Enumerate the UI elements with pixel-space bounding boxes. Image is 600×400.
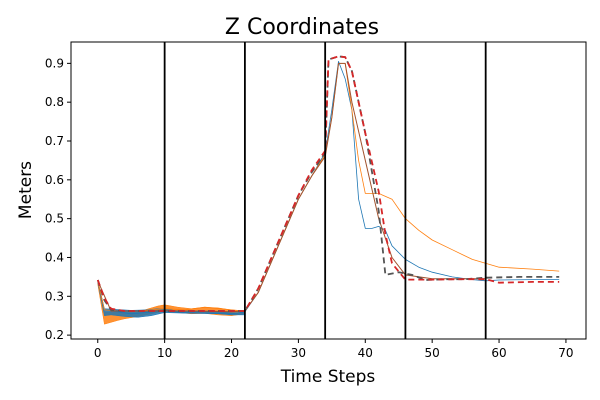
series-line-2 — [97, 62, 486, 313]
x-tick-label-5: 50 — [425, 346, 440, 360]
x-tick-label-7: 70 — [558, 346, 573, 360]
series-group — [96, 42, 560, 339]
axes: 0 10 20 30 40 50 60 70 0.2 0.3 0.4 0.5 0.6 0.7 0.8 0.9 — [45, 41, 587, 360]
x-tick-label-4: 40 — [358, 346, 373, 360]
y-tick-label-3: 0.5 — [45, 212, 64, 226]
chart-title: Z Coordinates — [225, 15, 379, 40]
y-tick-label-1: 0.3 — [45, 289, 64, 303]
band-0 — [97, 280, 246, 325]
y-tick-label-2: 0.4 — [45, 250, 64, 264]
y-tick-label-6: 0.8 — [45, 95, 64, 109]
x-tick-label-3: 30 — [291, 346, 306, 360]
y-tick-label-4: 0.6 — [45, 173, 64, 187]
series-line-0 — [97, 61, 560, 315]
y-axis-label: Meters — [16, 161, 36, 219]
y-tick-label-5: 0.7 — [45, 134, 64, 148]
plot-area — [96, 42, 560, 339]
series-line-1 — [97, 63, 560, 312]
x-tick-label-6: 60 — [491, 346, 506, 360]
x-tick-label-0: 0 — [94, 346, 102, 360]
y-tick-label-7: 0.9 — [45, 56, 64, 70]
x-axis-label: Time Steps — [280, 367, 376, 387]
series-line-4 — [96, 55, 560, 312]
y-tick-label-0: 0.2 — [45, 328, 64, 342]
series-line-3 — [96, 55, 560, 312]
x-tick-label-1: 10 — [157, 346, 172, 360]
x-tick-label-2: 20 — [224, 346, 239, 360]
plot-frame — [70, 41, 587, 340]
